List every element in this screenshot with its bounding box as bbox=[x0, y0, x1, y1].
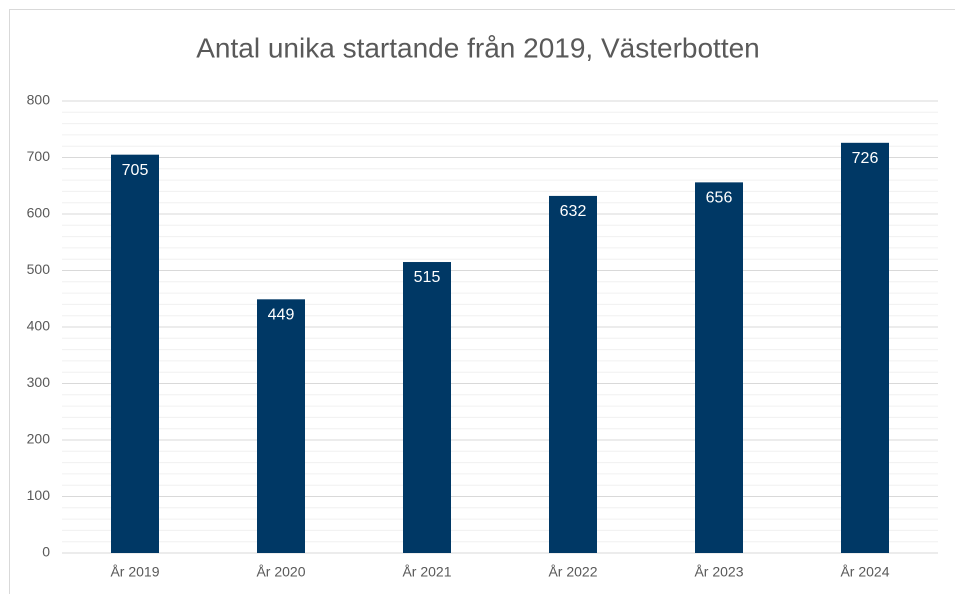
bar bbox=[257, 299, 305, 553]
y-tick-label: 600 bbox=[27, 205, 51, 221]
data-label: 515 bbox=[414, 269, 441, 286]
x-tick-label: År 2024 bbox=[840, 564, 889, 580]
bar bbox=[403, 262, 451, 553]
y-tick-label: 0 bbox=[42, 544, 50, 560]
y-tick-label: 700 bbox=[27, 148, 51, 164]
x-tick-label: År 2021 bbox=[402, 564, 451, 580]
x-tick-label: År 2020 bbox=[256, 564, 305, 580]
bar bbox=[549, 195, 597, 554]
data-label: 705 bbox=[122, 162, 149, 179]
y-tick-label: 800 bbox=[27, 92, 51, 108]
y-tick-label: 100 bbox=[27, 487, 51, 503]
y-tick-label: 400 bbox=[27, 318, 51, 334]
y-tick-label: 300 bbox=[27, 374, 51, 390]
data-label: 726 bbox=[852, 150, 879, 167]
bar bbox=[841, 142, 889, 553]
bar bbox=[695, 182, 743, 554]
data-label: 656 bbox=[706, 190, 733, 207]
x-tick-label: År 2023 bbox=[694, 564, 743, 580]
data-label: 632 bbox=[560, 203, 587, 220]
y-tick-label: 500 bbox=[27, 261, 51, 277]
y-tick-label: 200 bbox=[27, 431, 51, 447]
x-tick-label: År 2022 bbox=[548, 564, 597, 580]
bar bbox=[111, 154, 159, 554]
data-label: 449 bbox=[268, 307, 295, 324]
x-tick-label: År 2019 bbox=[110, 564, 159, 580]
chart-title: Antal unika startande från 2019, Västerb… bbox=[196, 32, 760, 63]
